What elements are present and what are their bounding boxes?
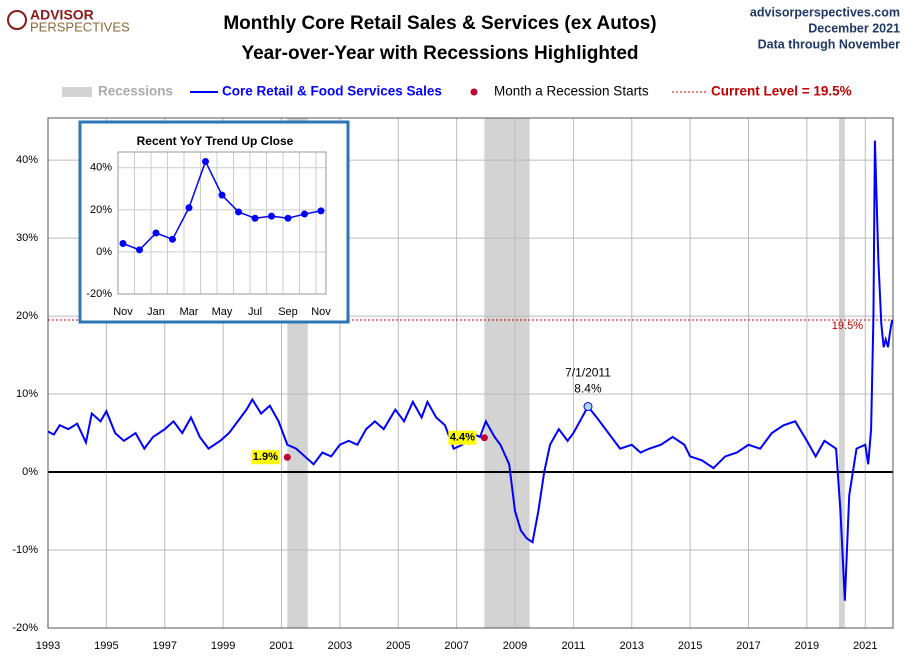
- annotation-date: 7/1/2011: [565, 366, 611, 380]
- y-tick-label: -20%: [12, 622, 38, 634]
- y-tick-label: 30%: [16, 232, 38, 244]
- y-tick-label: 20%: [16, 310, 38, 322]
- data-point: [185, 204, 193, 212]
- data-point: [251, 214, 259, 222]
- data-point: [169, 235, 176, 243]
- x-tick-label: 1997: [153, 640, 177, 652]
- x-tick-label: 1995: [94, 640, 118, 652]
- y-tick-label: -20%: [86, 288, 112, 300]
- legend-label: Month a Recession Starts: [494, 84, 649, 99]
- y-tick-label: 0%: [22, 466, 38, 478]
- x-tick-label: 2007: [444, 640, 468, 652]
- recession-band: [484, 118, 530, 628]
- data-point: [317, 207, 325, 215]
- x-tick-label: 1993: [36, 640, 60, 652]
- legend-label: Recessions: [98, 84, 173, 99]
- legend-swatch: [470, 88, 478, 96]
- x-tick-label: Mar: [180, 306, 199, 318]
- data-line: [47, 140, 894, 601]
- source: December 2021: [808, 21, 900, 35]
- chart-title: Monthly Core Retail Sales & Services (ex…: [223, 13, 656, 34]
- x-tick-label: Nov: [113, 306, 133, 318]
- data-point: [235, 208, 242, 216]
- y-tick-label: 10%: [16, 388, 38, 400]
- data-point: [284, 214, 292, 222]
- data-point: [202, 157, 209, 165]
- x-tick-label: 2011: [562, 640, 586, 652]
- data-point: [152, 229, 160, 237]
- chart-subtitle: Year-over-Year with Recessions Highlight…: [241, 43, 638, 64]
- logo-icon: [7, 10, 27, 30]
- data-label: 4.4%: [450, 432, 475, 444]
- x-tick-label: Jan: [147, 306, 165, 318]
- x-tick-label: 2019: [795, 640, 819, 652]
- annotation-marker: [583, 402, 593, 412]
- x-tick-label: Sep: [278, 306, 298, 318]
- source: Data through November: [758, 37, 901, 51]
- data-point: [136, 246, 143, 254]
- x-tick-label: 1999: [211, 640, 235, 652]
- y-tick-label: 40%: [16, 154, 38, 166]
- plot-border: [47, 117, 894, 629]
- recession-start-marker: [480, 434, 488, 442]
- legend-label: Current Level = 19.5%: [711, 84, 852, 99]
- inset-plot-border: [117, 151, 327, 295]
- y-tick-label: 20%: [90, 204, 112, 216]
- recession-band: [839, 118, 845, 628]
- legend-swatch: [62, 87, 92, 97]
- data-point: [218, 191, 226, 199]
- x-tick-label: 2021: [853, 640, 877, 652]
- y-tick-label: -10%: [12, 544, 38, 556]
- x-tick-label: Jul: [248, 306, 262, 318]
- x-tick-label: 2003: [328, 640, 352, 652]
- x-tick-label: 2005: [386, 640, 410, 652]
- y-tick-label: 40%: [90, 162, 112, 174]
- x-tick-label: 2017: [736, 640, 760, 652]
- x-tick-label: 2001: [269, 640, 293, 652]
- logo: ADVISOR: [30, 7, 94, 23]
- data-point: [119, 240, 127, 248]
- x-tick-label: 2009: [503, 640, 527, 652]
- recession-start-marker: [283, 453, 291, 461]
- data-label: 1.9%: [253, 451, 278, 463]
- source: advisorperspectives.com: [750, 5, 900, 19]
- data-point: [268, 212, 275, 220]
- current-level-label: 19.5%: [832, 320, 863, 332]
- x-tick-label: 2015: [678, 640, 702, 652]
- inset-frame: [78, 120, 350, 324]
- y-tick-label: 0%: [96, 246, 112, 258]
- legend-label: Core Retail & Food Services Sales: [222, 84, 442, 99]
- inset-title: Recent YoY Trend Up Close: [137, 134, 294, 148]
- annotation-label: 8.4%: [574, 382, 602, 396]
- x-tick-label: May: [212, 306, 233, 318]
- data-point: [301, 210, 308, 218]
- x-tick-label: 2013: [620, 640, 644, 652]
- label-bg: [251, 450, 280, 465]
- label-bg: [448, 430, 477, 445]
- x-tick-label: Nov: [311, 306, 331, 318]
- logo: PERSPECTIVES: [30, 19, 130, 34]
